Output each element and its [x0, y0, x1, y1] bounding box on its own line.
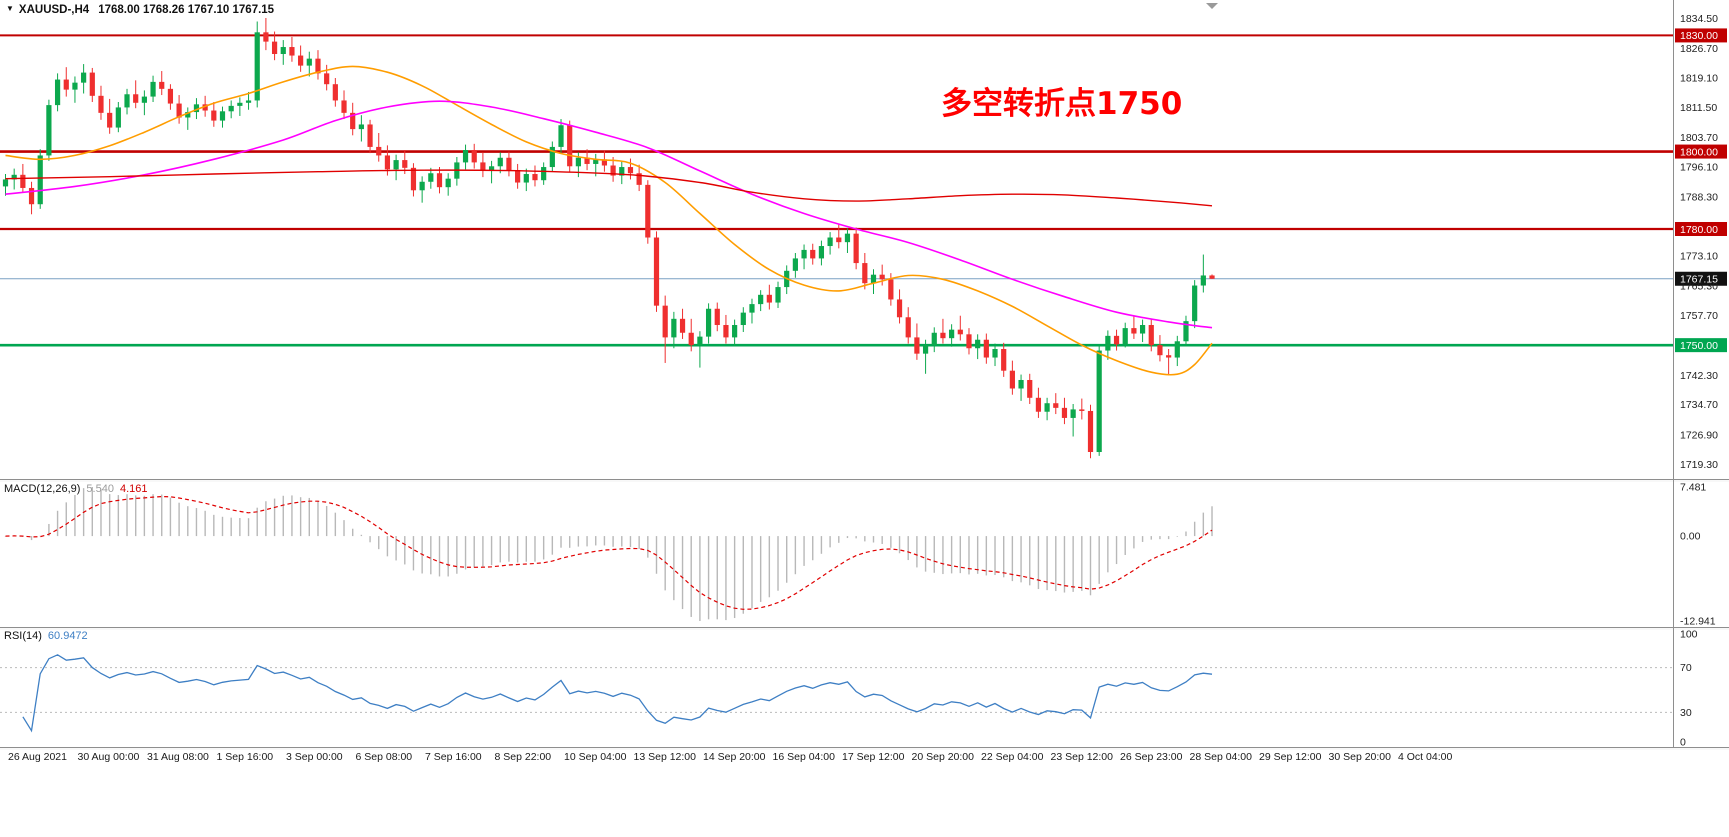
price-levels: [0, 34, 1673, 347]
svg-text:1767.15: 1767.15: [1680, 274, 1718, 286]
svg-text:1719.30: 1719.30: [1680, 459, 1718, 471]
svg-text:17 Sep 12:00: 17 Sep 12:00: [842, 751, 905, 763]
svg-text:26 Aug 2021: 26 Aug 2021: [8, 751, 67, 763]
ma-line-slow-red: [5, 169, 1213, 207]
ma-line-mid-magenta: [5, 100, 1213, 329]
svg-text:70: 70: [1680, 662, 1692, 674]
svg-text:1803.70: 1803.70: [1680, 132, 1718, 144]
price-tag-1767.15: [1675, 271, 1727, 286]
svg-text:22 Sep 04:00: 22 Sep 04:00: [981, 751, 1044, 763]
svg-text:1830.00: 1830.00: [1680, 30, 1718, 42]
svg-text:7.481: 7.481: [1680, 482, 1706, 494]
price-axis[interactable]: [1674, 0, 1729, 747]
macd-value-main: 5.540: [86, 483, 114, 495]
svg-text:1826.70: 1826.70: [1680, 43, 1718, 55]
svg-text:1757.70: 1757.70: [1680, 310, 1718, 322]
price-annotation: 多空转折点1750: [941, 86, 1183, 122]
rsi-line: [22, 654, 1213, 733]
svg-text:1726.90: 1726.90: [1680, 429, 1718, 441]
price-tag-1830.00: [1675, 28, 1727, 43]
svg-text:29 Sep 12:00: 29 Sep 12:00: [1259, 751, 1322, 763]
rsi-label: RSI(14) 60.9472: [4, 630, 88, 642]
svg-text:1742.30: 1742.30: [1680, 370, 1718, 382]
svg-text:1765.30: 1765.30: [1680, 281, 1718, 293]
macd-label: MACD(12,26,9) 5.540 4.161: [4, 483, 147, 495]
candles-layer: [2, 18, 1215, 459]
chart-title-overlay: ▼ XAUUSD-,H4 1768.00 1768.26 1767.10 1767.…: [6, 4, 274, 16]
svg-text:1819.10: 1819.10: [1680, 72, 1718, 84]
svg-text:30 Sep 20:00: 30 Sep 20:00: [1329, 751, 1392, 763]
svg-text:16 Sep 04:00: 16 Sep 04:00: [773, 751, 836, 763]
price-tag-1780.00: [1675, 221, 1727, 236]
macd-signal-line: [5, 495, 1213, 610]
macd-title: MACD(12,26,9): [4, 483, 81, 495]
svg-text:30 Aug 00:00: 30 Aug 00:00: [78, 751, 140, 763]
rsi-title: RSI(14): [4, 630, 42, 642]
svg-text:20 Sep 20:00: 20 Sep 20:00: [912, 751, 975, 763]
svg-text:1800.00: 1800.00: [1680, 146, 1718, 158]
svg-text:1780.00: 1780.00: [1680, 224, 1718, 236]
svg-text:0.00: 0.00: [1680, 531, 1701, 543]
ma-line-fast-orange: [5, 65, 1213, 376]
macd-histogram: [4, 487, 1213, 621]
svg-text:1834.50: 1834.50: [1680, 13, 1718, 25]
svg-text:6 Sep 08:00: 6 Sep 08:00: [356, 751, 413, 763]
svg-text:1796.10: 1796.10: [1680, 161, 1718, 173]
svg-text:31 Aug 08:00: 31 Aug 08:00: [147, 751, 209, 763]
svg-text:1 Sep 16:00: 1 Sep 16:00: [217, 751, 274, 763]
ohlc-readout: 1768.00 1768.26 1767.10 1767.15: [98, 4, 275, 16]
chart-shift-marker-icon: [1206, 3, 1218, 9]
time-axis-labels: 26 Aug 2021 30 Aug 00:00 31 Aug 08:00 1 Sep…: [8, 751, 1452, 763]
svg-text:26 Sep 23:00: 26 Sep 23:00: [1120, 751, 1183, 763]
macd-value-signal: 4.161: [119, 483, 148, 495]
svg-text:1811.50: 1811.50: [1680, 102, 1717, 114]
svg-text:13 Sep 12:00: 13 Sep 12:00: [634, 751, 697, 763]
svg-text:1734.70: 1734.70: [1680, 399, 1718, 411]
svg-text:14 Sep 20:00: 14 Sep 20:00: [703, 751, 766, 763]
svg-text:7 Sep 16:00: 7 Sep 16:00: [425, 751, 482, 763]
svg-text:1773.10: 1773.10: [1680, 251, 1718, 263]
svg-text:4 Oct 04:00: 4 Oct 04:00: [1398, 751, 1452, 763]
symbol-timeframe: XAUUSD-,H4: [18, 4, 90, 16]
svg-text:100: 100: [1680, 629, 1698, 641]
svg-text:0: 0: [1680, 737, 1686, 749]
svg-text:1788.30: 1788.30: [1680, 192, 1718, 204]
svg-text:28 Sep 04:00: 28 Sep 04:00: [1190, 751, 1253, 763]
rsi-value: 60.9472: [47, 630, 88, 642]
svg-text:-12.941: -12.941: [1680, 616, 1716, 628]
price-tag-1750.00: [1675, 338, 1727, 353]
rsi-panel: [0, 654, 1673, 733]
svg-text:3 Sep 00:00: 3 Sep 00:00: [286, 751, 343, 763]
price-tag-1800.00: [1675, 144, 1727, 159]
svg-text:10 Sep 04:00: 10 Sep 04:00: [564, 751, 627, 763]
svg-text:1750.00: 1750.00: [1680, 340, 1718, 352]
symbol-dropdown-icon[interactable]: ▼: [6, 4, 14, 13]
svg-text:23 Sep 12:00: 23 Sep 12:00: [1051, 751, 1114, 763]
svg-text:30: 30: [1680, 707, 1692, 719]
svg-text:8 Sep 22:00: 8 Sep 22:00: [495, 751, 552, 763]
time-axis[interactable]: [0, 748, 1729, 766]
